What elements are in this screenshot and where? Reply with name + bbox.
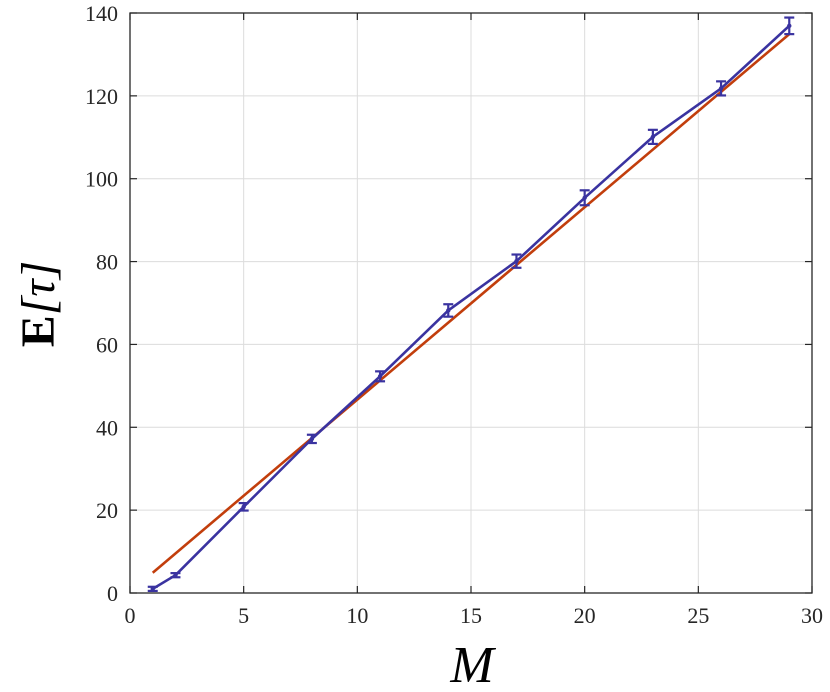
- measured-series: [147, 16, 795, 593]
- data-point: [173, 572, 178, 578]
- y-tick-label: 120: [85, 84, 118, 109]
- y-axis-title-bold: E: [12, 315, 65, 347]
- ticks: [129, 12, 813, 594]
- data-point: [718, 86, 724, 91]
- x-tick-label: 25: [687, 603, 709, 628]
- data-point: [446, 308, 451, 313]
- data-point: [377, 374, 383, 379]
- tick-labels: 0 5 10 15 20 25 30 0 20 40 60 80 100 120 140: [85, 1, 823, 628]
- x-axis-title: M: [449, 637, 496, 692]
- x-tick-label: 15: [460, 603, 482, 628]
- y-tick-label: 40: [96, 415, 118, 440]
- y-tick-label: 0: [107, 581, 118, 606]
- y-axis-title-rest: [τ]: [12, 261, 65, 316]
- data-point: [514, 258, 519, 264]
- fit-line: [151, 33, 791, 574]
- y-axis-title: E[τ]: [12, 261, 65, 348]
- x-tick-label: 10: [346, 603, 368, 628]
- data-point: [582, 195, 587, 200]
- y-tick-label: 80: [96, 250, 118, 275]
- y-tick-label: 20: [96, 498, 118, 523]
- data-point: [309, 436, 315, 442]
- y-tick-label: 140: [85, 1, 118, 26]
- x-tick-label: 0: [125, 603, 136, 628]
- data-point: [650, 134, 656, 140]
- x-tick-label: 20: [574, 603, 596, 628]
- series-layer: [147, 16, 795, 593]
- y-tick-label: 100: [85, 167, 118, 192]
- data-point: [787, 23, 792, 29]
- data-point: [241, 504, 246, 510]
- svg-text:E[τ]: E[τ]: [12, 261, 65, 348]
- y-tick-label: 60: [96, 332, 118, 357]
- data-point: [150, 586, 155, 592]
- x-tick-label: 30: [801, 603, 823, 628]
- x-tick-label: 5: [238, 603, 249, 628]
